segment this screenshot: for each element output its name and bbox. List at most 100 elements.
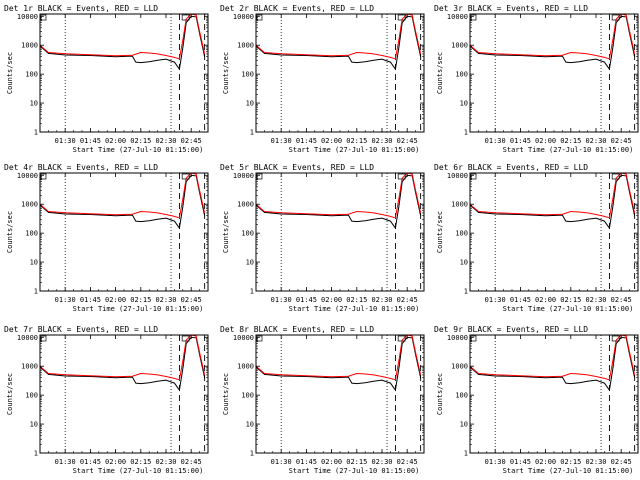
y-tick-label: 10000 <box>447 334 468 342</box>
x-tick-label: 02:00 <box>105 137 126 145</box>
y-tick-label: 10000 <box>17 13 38 21</box>
plot-frame <box>469 172 639 292</box>
x-tick-label: 01:45 <box>510 458 531 466</box>
x-tick-label: 02:30 <box>371 458 392 466</box>
y-tick-label: 1 <box>250 450 254 458</box>
y-tick-label: 100 <box>455 71 468 79</box>
y-tick-label: 10000 <box>233 334 254 342</box>
x-axis-label: Start Time (27-Jul-10 01:15:00) <box>73 146 204 154</box>
y-tick-label: 10 <box>460 421 468 429</box>
x-tick-label: 01:30 <box>485 296 506 304</box>
x-tick-label: 02:45 <box>611 296 632 304</box>
y-tick-label: 100 <box>241 230 254 238</box>
x-tick-label: 02:00 <box>321 296 342 304</box>
y-tick-label: 1 <box>34 288 38 296</box>
x-axis-label: Start Time (27-Jul-10 01:15:00) <box>289 146 420 154</box>
y-tick-label: 1 <box>464 288 468 296</box>
x-tick-label: 02:30 <box>585 137 606 145</box>
events-series-line <box>470 336 636 392</box>
events-series-line <box>256 336 422 392</box>
y-axis-label: Counts/sec <box>436 52 444 94</box>
plot-area <box>40 14 206 132</box>
x-tick-label: 01:45 <box>296 296 317 304</box>
y-tick-label: 1000 <box>451 42 468 50</box>
y-tick-label: 10 <box>30 259 38 267</box>
x-tick-label: 02:45 <box>397 296 418 304</box>
y-tick-label: 10 <box>246 100 254 108</box>
y-tick-label: 1000 <box>237 201 254 209</box>
panel-title: Det 3r BLACK = Events, RED = LLD <box>434 4 588 13</box>
x-tick-label: 02:15 <box>130 296 151 304</box>
peak-square-marker <box>181 14 190 21</box>
y-tick-label: 10000 <box>447 172 468 180</box>
plot-frame <box>39 334 209 454</box>
x-tick-label: 01:30 <box>55 458 76 466</box>
events-series-line <box>40 15 206 71</box>
events-series-line <box>256 15 422 71</box>
detector-panel: Det 2r BLACK = Events, RED = LLD 1 10 100 10… <box>220 4 425 154</box>
plot-area <box>470 335 636 453</box>
y-tick-label: 1000 <box>237 363 254 371</box>
x-axis-label: Start Time (27-Jul-10 01:15:00) <box>289 467 420 475</box>
x-tick-label: 01:30 <box>271 137 292 145</box>
lld-series-line <box>40 335 206 381</box>
plot-frame <box>255 172 425 292</box>
panel-title: Det 8r BLACK = Events, RED = LLD <box>220 325 374 334</box>
plot-frame <box>39 172 209 292</box>
x-tick-label: 02:30 <box>585 296 606 304</box>
y-tick-label: 10 <box>460 259 468 267</box>
y-axis-label: Counts/sec <box>6 211 14 253</box>
plot-area <box>470 173 636 291</box>
y-tick-label: 10 <box>460 100 468 108</box>
y-tick-label: 10000 <box>447 13 468 21</box>
x-tick-label: 02:00 <box>105 458 126 466</box>
x-tick-label: 02:15 <box>560 458 581 466</box>
y-tick-label: 10000 <box>17 172 38 180</box>
y-tick-label: 1 <box>464 450 468 458</box>
x-tick-label: 01:45 <box>80 296 101 304</box>
y-tick-label: 1 <box>464 129 468 137</box>
y-axis-label: Counts/sec <box>222 211 230 253</box>
peak-square-marker <box>611 14 620 21</box>
y-tick-label: 1000 <box>21 42 38 50</box>
peak-square-marker <box>181 173 190 180</box>
x-axis-label: Start Time (27-Jul-10 01:15:00) <box>503 305 634 313</box>
y-tick-label: 100 <box>25 392 38 400</box>
plot-area <box>470 14 636 132</box>
lld-series-line <box>40 173 206 219</box>
y-tick-label: 10 <box>246 421 254 429</box>
plot-area <box>40 173 206 291</box>
x-tick-label: 02:00 <box>321 458 342 466</box>
y-tick-label: 100 <box>455 230 468 238</box>
x-tick-label: 02:45 <box>611 458 632 466</box>
x-tick-label: 02:30 <box>155 458 176 466</box>
x-axis-label: Start Time (27-Jul-10 01:15:00) <box>289 305 420 313</box>
y-tick-label: 10000 <box>233 13 254 21</box>
plot-frame <box>39 13 209 133</box>
x-tick-label: 02:00 <box>535 458 556 466</box>
x-tick-label: 01:30 <box>485 137 506 145</box>
lld-series-line <box>470 173 636 219</box>
events-series-line <box>40 174 206 230</box>
plot-frame <box>469 13 639 133</box>
y-axis-label: Counts/sec <box>6 373 14 415</box>
x-tick-label: 01:45 <box>510 137 531 145</box>
detector-panel: Det 3r BLACK = Events, RED = LLD 1 10 100 10… <box>434 4 639 154</box>
detector-panel: Det 9r BLACK = Events, RED = LLD 1 10 100 10… <box>434 325 639 475</box>
x-axis-label: Start Time (27-Jul-10 01:15:00) <box>73 467 204 475</box>
x-tick-label: 02:00 <box>535 137 556 145</box>
y-tick-label: 1000 <box>451 363 468 371</box>
x-tick-label: 02:15 <box>346 458 367 466</box>
plot-area <box>40 335 206 453</box>
x-tick-label: 01:45 <box>80 137 101 145</box>
x-tick-label: 02:00 <box>321 137 342 145</box>
x-tick-label: 02:30 <box>155 137 176 145</box>
y-tick-label: 100 <box>25 71 38 79</box>
plot-frame <box>255 334 425 454</box>
detector-panel: Det 6r BLACK = Events, RED = LLD 1 10 100 10… <box>434 163 639 313</box>
detector-panel: Det 1r BLACK = Events, RED = LLD 1 10 100 10… <box>4 4 209 154</box>
peak-square-marker <box>611 173 620 180</box>
x-tick-label: 02:15 <box>560 296 581 304</box>
y-tick-label: 1 <box>250 288 254 296</box>
x-tick-label: 02:15 <box>346 296 367 304</box>
